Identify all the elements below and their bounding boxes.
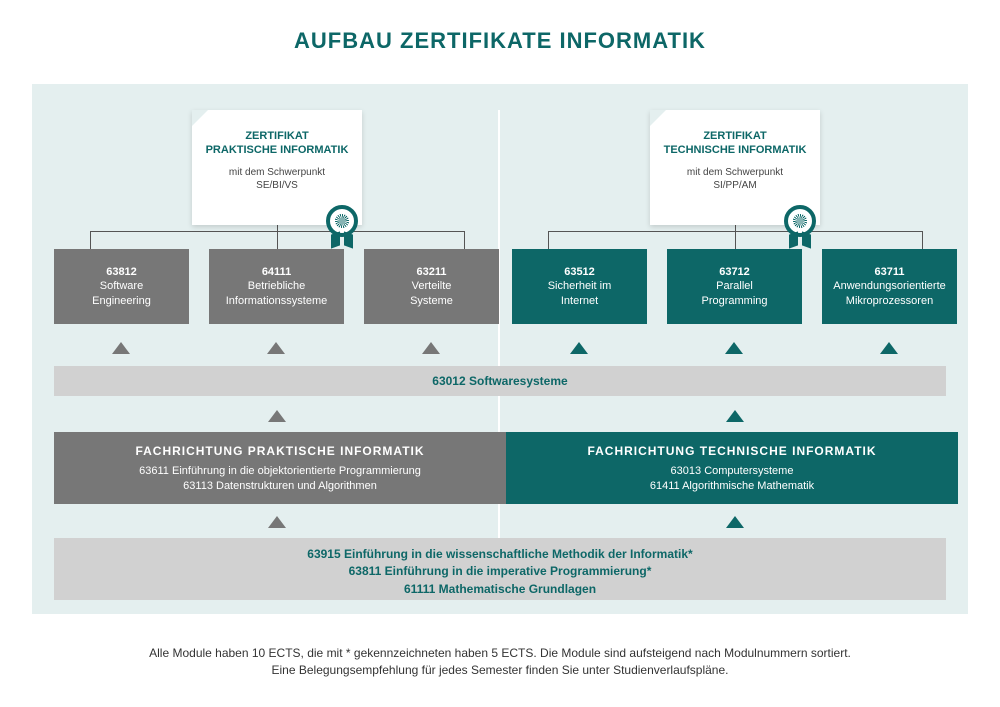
module-name-line: Sicherheit im (548, 279, 612, 293)
softwaresysteme-bar: 63012 Softwaresysteme (54, 366, 946, 396)
specialization-line: 63113 Datenstrukturen und Algorithmen (54, 479, 506, 494)
module-code: 63211 (417, 265, 447, 279)
module-box: 63712ParallelProgramming (667, 249, 802, 324)
arrow-up-icon (725, 342, 743, 354)
certificate-title: ZERTIFIKATTECHNISCHE INFORMATIK (650, 110, 820, 158)
arrow-up-icon (422, 342, 440, 354)
specialization-box: FACHRICHTUNG TECHNISCHE INFORMATIK63013 … (506, 432, 958, 504)
connector-line (922, 231, 923, 249)
foundation-bar: 63915 Einführung in die wissenschaftlich… (54, 538, 946, 600)
certificate-subtitle: mit dem SchwerpunktSI/PP/AM (650, 158, 820, 192)
award-badge-icon (326, 205, 358, 237)
connector-line (548, 231, 549, 249)
module-code: 63512 (564, 265, 595, 279)
arrow-up-icon (268, 410, 286, 422)
connector-line (735, 225, 736, 249)
arrow-up-icon (268, 516, 286, 528)
module-name-line: Systeme (410, 294, 453, 308)
module-name-line: Informationssysteme (226, 294, 327, 308)
module-code: 64111 (262, 265, 291, 279)
module-box: 64111BetrieblicheInformationssysteme (209, 249, 344, 324)
certificate-card: ZERTIFIKATPRAKTISCHE INFORMATIKmit dem S… (192, 110, 362, 225)
award-badge-icon (784, 205, 816, 237)
specialization-line: 63013 Computersysteme (506, 464, 958, 479)
diagram-canvas: ZERTIFIKATPRAKTISCHE INFORMATIKmit dem S… (32, 84, 968, 614)
arrow-up-icon (570, 342, 588, 354)
module-code: 63711 (875, 265, 905, 279)
module-name-line: Mikroprozessoren (846, 294, 933, 308)
module-name-line: Anwendungsorientierte (833, 279, 946, 293)
specialization-title: FACHRICHTUNG PRAKTISCHE INFORMATIK (54, 444, 506, 464)
module-name-line: Engineering (92, 294, 151, 308)
module-code: 63812 (106, 265, 137, 279)
footnote-line-2: Eine Belegungsempfehlung für jedes Semes… (0, 662, 1000, 679)
arrow-up-icon (112, 342, 130, 354)
module-box: 63711AnwendungsorientierteMikroprozessor… (822, 249, 957, 324)
footnote-line-1: Alle Module haben 10 ECTS, die mit * gek… (0, 645, 1000, 662)
specialization-line: 61411 Algorithmische Mathematik (506, 479, 958, 494)
specialization-title: FACHRICHTUNG TECHNISCHE INFORMATIK (506, 444, 958, 464)
module-box: 63812SoftwareEngineering (54, 249, 189, 324)
module-code: 63712 (719, 265, 750, 279)
module-name-line: Programming (701, 294, 767, 308)
specialization-line: 63611 Einführung in die objektorientiert… (54, 464, 506, 479)
arrow-up-icon (880, 342, 898, 354)
module-box: 63512Sicherheit imInternet (512, 249, 647, 324)
module-name-line: Verteilte (412, 279, 452, 293)
arrow-up-icon (267, 342, 285, 354)
module-name-line: Parallel (716, 279, 753, 293)
module-name-line: Software (100, 279, 143, 293)
specialization-box: FACHRICHTUNG PRAKTISCHE INFORMATIK63611 … (54, 432, 506, 504)
certificate-subtitle: mit dem SchwerpunktSE/BI/VS (192, 158, 362, 192)
connector-line (277, 225, 278, 249)
module-name-line: Betriebliche (248, 279, 305, 293)
certificate-card: ZERTIFIKATTECHNISCHE INFORMATIKmit dem S… (650, 110, 820, 225)
arrow-up-icon (726, 410, 744, 422)
certificate-title: ZERTIFIKATPRAKTISCHE INFORMATIK (192, 110, 362, 158)
connector-line (90, 231, 91, 249)
footnote: Alle Module haben 10 ECTS, die mit * gek… (0, 645, 1000, 679)
arrow-up-icon (726, 516, 744, 528)
connector-line (464, 231, 465, 249)
module-name-line: Internet (561, 294, 598, 308)
module-box: 63211VerteilteSysteme (364, 249, 499, 324)
page-title: AUFBAU ZERTIFIKATE INFORMATIK (0, 0, 1000, 54)
